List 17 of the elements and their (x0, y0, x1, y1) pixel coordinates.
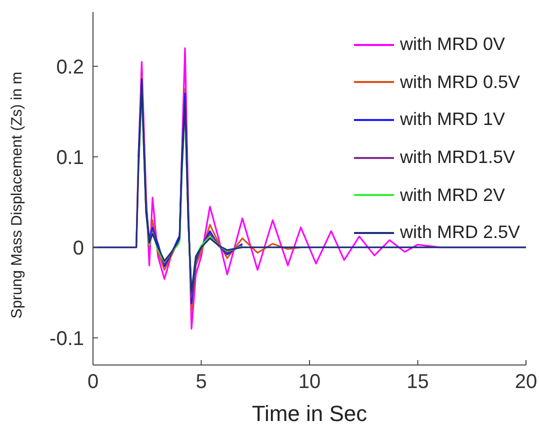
x-tick-label: 15 (406, 371, 429, 394)
x-axis-title: Time in Sec (252, 401, 368, 425)
legend-label: with MRD 0V (400, 34, 505, 56)
x-tick-label: 10 (298, 371, 321, 394)
y-tick-label: 0.2 (56, 56, 84, 78)
x-tick-label: 20 (514, 371, 538, 394)
x-tick-label: 0 (87, 371, 99, 394)
legend-label: with MRD 1V (400, 109, 505, 130)
y-tick-label: 0.1 (56, 146, 84, 169)
legend-label: with MRD 0.5V (400, 72, 520, 93)
y-axis-title: Sprung Mass Displacement (Zs) in m (8, 72, 26, 318)
legend-label: with MRD 2.5V (400, 222, 520, 244)
x-tick-label: 5 (196, 371, 207, 394)
y-tick-label: 0 (72, 237, 84, 260)
y-tick-label: -0.1 (50, 328, 84, 350)
legend-label: with MRD 2V (400, 184, 505, 206)
legend-label: with MRD1.5V (400, 147, 515, 168)
